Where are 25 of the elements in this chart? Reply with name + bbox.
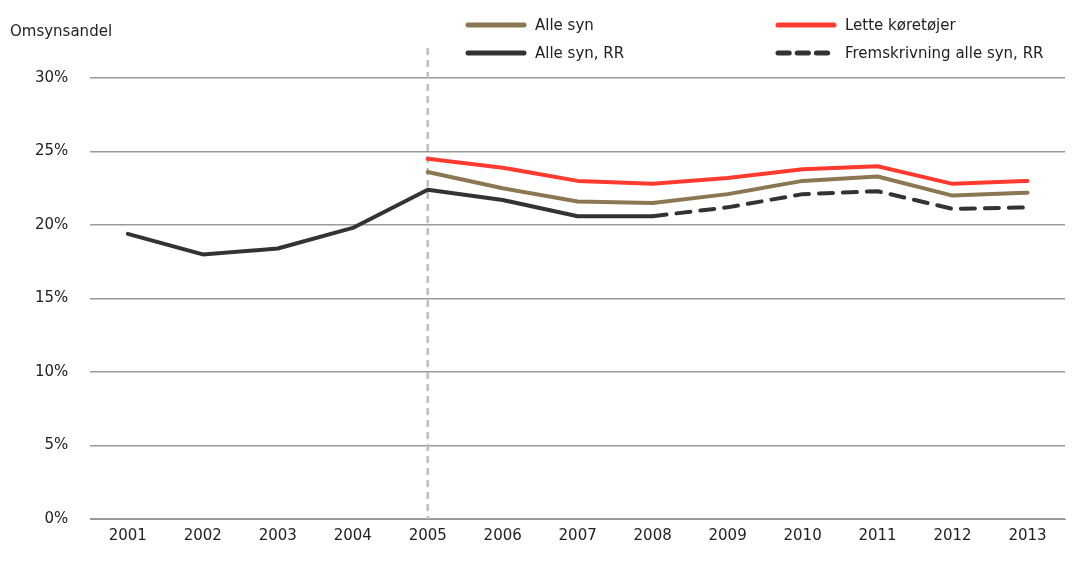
legend-label: Alle syn, RR: [535, 44, 625, 62]
legend-label: Fremskrivning alle syn, RR: [845, 44, 1044, 62]
x-tick-label: 2012: [933, 525, 972, 544]
x-tick-label: 2003: [258, 525, 297, 544]
x-tick-label: 2008: [633, 525, 672, 544]
y-tick-label: 25%: [35, 141, 69, 160]
x-tick-label: 2005: [408, 525, 447, 544]
y-axis-title: Omsynsandel: [10, 22, 113, 40]
x-tick-label: 2007: [558, 525, 597, 544]
y-tick-label: 30%: [35, 67, 69, 86]
x-tick-label: 2011: [858, 525, 897, 544]
y-tick-label: 15%: [35, 288, 69, 307]
y-tick-label: 10%: [35, 361, 69, 380]
x-tick-label: 2013: [1008, 525, 1047, 544]
y-tick-label: 5%: [44, 435, 69, 454]
x-tick-label: 2004: [333, 525, 372, 544]
x-tick-label: 2001: [108, 525, 147, 544]
y-tick-label: 0%: [44, 508, 69, 527]
x-tick-label: 2006: [483, 525, 522, 544]
legend-label: Alle syn: [535, 16, 594, 34]
y-tick-label: 20%: [35, 214, 69, 233]
legend-label: Lette køretøjer: [845, 16, 956, 34]
x-tick-label: 2009: [708, 525, 747, 544]
x-tick-label: 2002: [183, 525, 222, 544]
x-tick-label: 2010: [783, 525, 822, 544]
